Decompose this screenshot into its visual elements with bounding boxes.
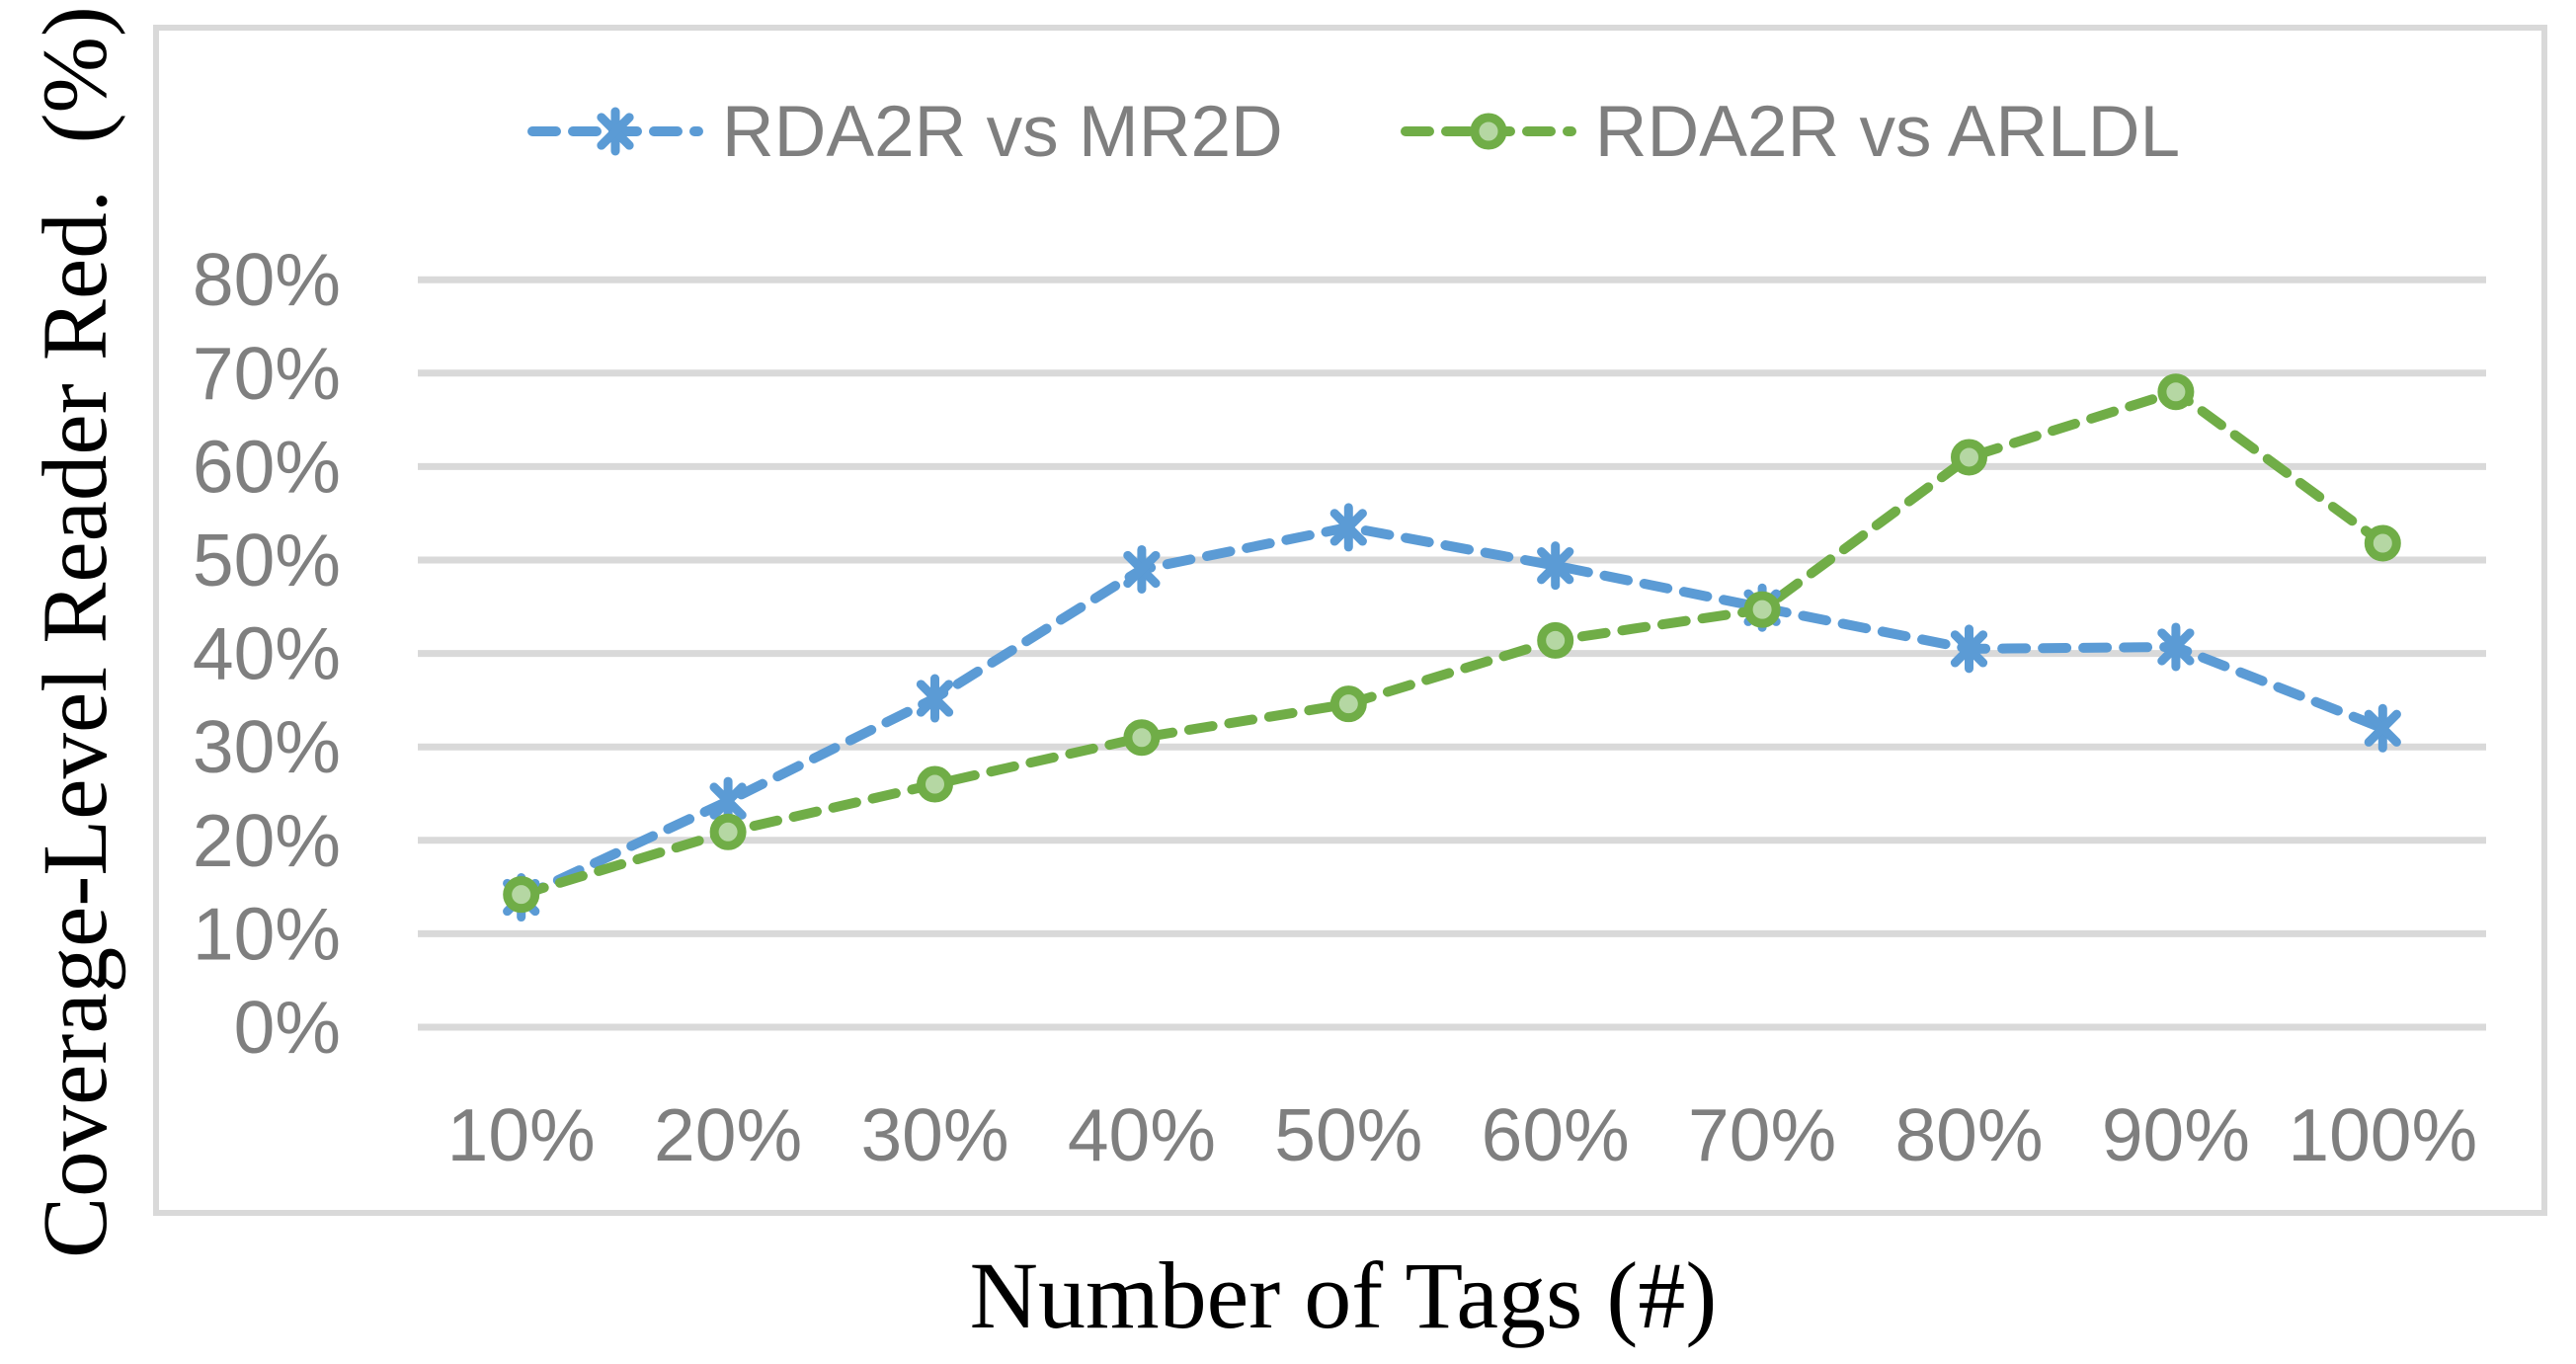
- data-point-marker-circle: [1123, 719, 1161, 757]
- x-tick-label: 10%: [447, 1093, 596, 1176]
- series-markers-group: [503, 373, 2401, 923]
- legend-circle-marker-icon: [1400, 113, 1576, 150]
- legend-item-1: RDA2R vs ARLDL: [1400, 87, 2180, 176]
- data-point-marker-asterisk: [2157, 628, 2195, 666]
- y-tick-label: 0%: [234, 986, 341, 1069]
- series-line-rda2r-vs-mr2d: [516, 522, 2388, 903]
- y-tick-label: 10%: [193, 892, 341, 975]
- x-axis-tick-labels: 10% 20% 30% 40% 50% 60% 70% 80% 90% 100%: [447, 1093, 2478, 1176]
- legend-item-0: RDA2R vs MR2D: [526, 87, 1283, 176]
- y-tick-label: 30%: [193, 705, 341, 788]
- x-tick-label: 80%: [1894, 1093, 2043, 1176]
- data-point-marker-circle: [917, 765, 953, 803]
- legend-label: RDA2R vs MR2D: [721, 91, 1283, 172]
- y-tick-label: 20%: [193, 799, 341, 882]
- legend-marker-circle: [1470, 113, 1507, 150]
- x-tick-label: 90%: [2102, 1093, 2250, 1176]
- data-point-marker-circle: [2364, 524, 2401, 562]
- y-tick-label: 60%: [193, 425, 341, 508]
- x-tick-label: 20%: [654, 1093, 802, 1176]
- data-point-marker-asterisk: [1329, 509, 1367, 546]
- y-axis-tick-labels: 0% 10% 20% 30% 40% 50% 60% 70% 80%: [193, 238, 341, 1069]
- x-tick-label: 70%: [1688, 1093, 1836, 1176]
- data-point-marker-circle: [1743, 591, 1781, 628]
- data-point-marker-asterisk: [916, 680, 954, 717]
- x-axis-title: Number of Tags (#): [969, 1243, 1718, 1348]
- chart-frame: [153, 25, 2547, 1216]
- gridlines-group: [418, 276, 2486, 1031]
- legend: RDA2R vs MR2D RDA2R vs ARLDL: [159, 77, 2547, 186]
- y-tick-label: 70%: [193, 332, 341, 415]
- data-point-marker-circle: [2157, 373, 2195, 411]
- data-point-marker-asterisk: [709, 782, 747, 820]
- y-tick-label: 80%: [193, 238, 341, 321]
- data-point-marker-asterisk: [1123, 550, 1161, 589]
- y-axis-title: Coverage-Level Reader Red. (%): [25, 6, 126, 1258]
- legend-marker-asterisk: [597, 113, 634, 150]
- y-tick-label: 40%: [193, 612, 341, 695]
- data-point-marker-asterisk: [2364, 709, 2401, 747]
- data-point-marker-circle: [709, 813, 747, 850]
- legend-label: RDA2R vs ARLDL: [1594, 91, 2181, 172]
- data-point-marker-circle: [1329, 685, 1367, 723]
- data-point-marker-circle: [503, 876, 540, 914]
- data-point-marker-asterisk: [1537, 547, 1574, 585]
- x-tick-label: 50%: [1274, 1093, 1422, 1176]
- series-line-rda2r-vs-arldl: [516, 386, 2388, 900]
- x-tick-label: 100%: [2288, 1093, 2477, 1176]
- data-point-marker-circle: [1537, 621, 1574, 659]
- x-tick-label: 30%: [860, 1093, 1008, 1176]
- legend-asterisk-marker-icon: [526, 107, 703, 156]
- x-tick-label: 60%: [1482, 1093, 1630, 1176]
- y-tick-label: 50%: [193, 519, 341, 602]
- data-point-marker-circle: [1951, 439, 1987, 476]
- x-tick-label: 40%: [1068, 1093, 1216, 1176]
- data-point-marker-asterisk: [1950, 630, 1988, 668]
- series-lines-group: [516, 386, 2388, 903]
